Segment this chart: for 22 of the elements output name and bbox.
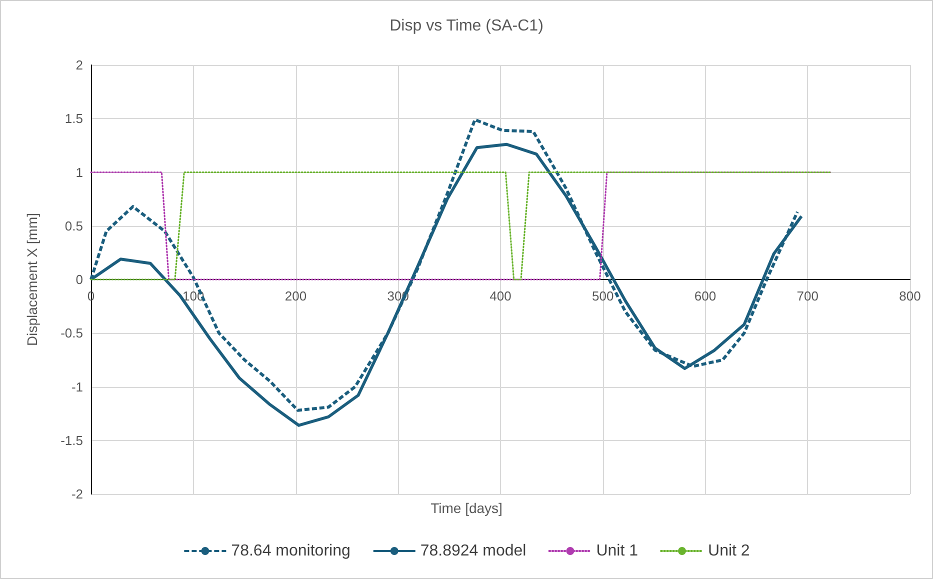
y-tick-label: -1.5 xyxy=(60,432,83,448)
legend-label: 78.8924 model xyxy=(420,542,526,560)
y-tick-label: -2 xyxy=(71,486,83,502)
y-tick-label: 1 xyxy=(76,164,83,180)
x-tick-label: 200 xyxy=(284,288,307,304)
y-tick-label: -0.5 xyxy=(60,326,83,341)
y-tick-label: 2 xyxy=(76,58,83,72)
y-tick-label: 0 xyxy=(76,272,83,287)
legend-label: 78.64 monitoring xyxy=(231,542,350,560)
y-tick-label: 1.5 xyxy=(64,111,83,126)
y-axis-title: Displacement X [mm] xyxy=(24,212,40,346)
legend-label: Unit 1 xyxy=(596,542,638,560)
x-tick-label: 800 xyxy=(899,288,921,304)
y-tick-label: 0.5 xyxy=(64,218,83,234)
y-tick-label: -1 xyxy=(71,379,83,394)
x-tick-label: 500 xyxy=(592,288,614,304)
x-tick-label: 600 xyxy=(694,288,716,304)
x-tick-label: 400 xyxy=(490,288,512,304)
x-tick-label: 700 xyxy=(796,288,818,304)
legend-label: Unit 2 xyxy=(708,542,750,560)
x-axis-title: Time [days] xyxy=(430,500,502,516)
chart-title: Disp vs Time (SA-C1) xyxy=(390,18,544,34)
